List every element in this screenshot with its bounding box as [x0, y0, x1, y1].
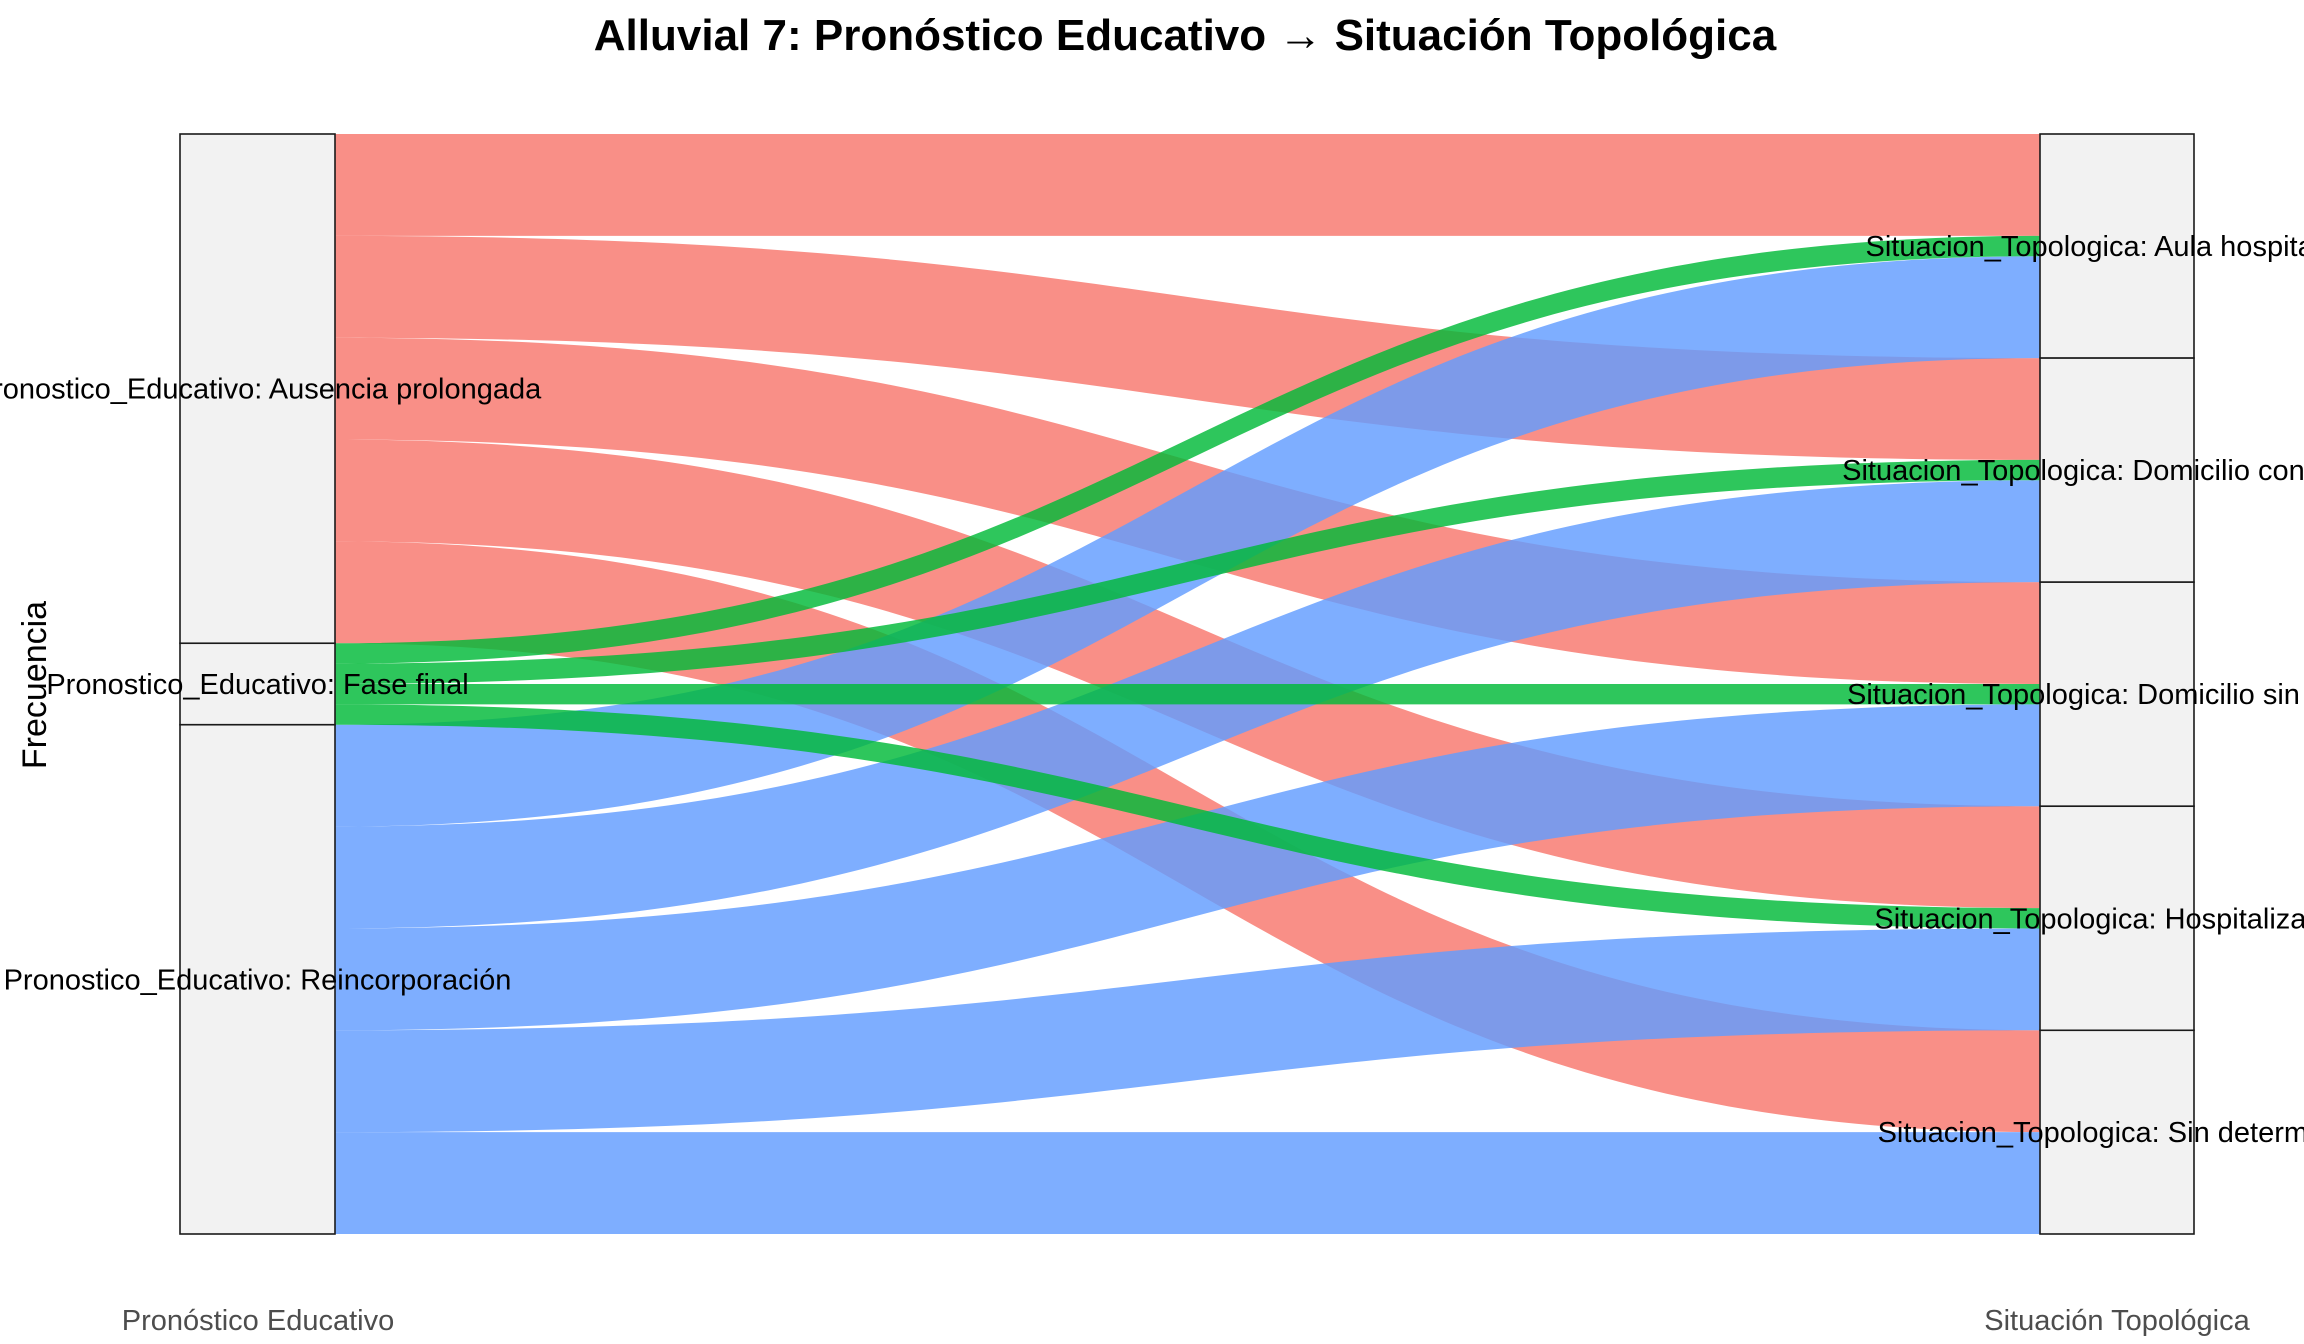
target-node-label: Situacion_Topologica: Sin determinar — [1878, 1117, 2304, 1149]
target-node-label: Situacion_Topologica: Hospitalización — [1874, 903, 2304, 935]
flow-ausencia-prolongada-to-aula-hospitalaria — [335, 134, 2040, 236]
target-node-label: Situacion_Topologica: Domicilio sin apoy… — [1847, 679, 2304, 711]
target-node-aula-hospitalaria — [2039, 133, 2195, 359]
source-node-reincorporacion — [179, 723, 336, 1235]
source-node-fase-final — [179, 642, 336, 726]
y-axis-label: Frecuencia — [16, 601, 54, 769]
x-axis-label-target: Situación Topológica — [1984, 1305, 2250, 1337]
flows-layer — [335, 134, 2040, 1234]
source-node-ausencia-prolongada — [179, 133, 336, 645]
flow-fase-final-to-hospitalizacion — [335, 704, 2040, 929]
source-node-label: Pronostico_Educativo: Reincorporación — [4, 964, 512, 996]
flow-reincorporacion-to-sin-determinar — [335, 1132, 2040, 1234]
target-node-sin-determinar — [2039, 1029, 2195, 1235]
target-node-domicilio-sin-apoyo — [2039, 581, 2195, 808]
target-node-domicilio-con-apoyo — [2039, 357, 2195, 583]
flow-reincorporacion-to-domicilio-sin-apoyo — [335, 704, 2040, 1031]
x-axis-label-source: Pronóstico Educativo — [122, 1305, 394, 1337]
flow-fase-final-to-aula-hospitalaria — [335, 235, 2040, 664]
target-node-label: Situacion_Topologica: Aula hospitalaria — [1865, 231, 2304, 263]
flow-reincorporacion-to-hospitalizacion — [335, 928, 2040, 1133]
flow-fase-final-to-domicilio-sin-apoyo — [335, 684, 2040, 705]
flow-fase-final-to-domicilio-con-apoyo — [335, 459, 2040, 684]
chart-title: Alluvial 7: Pronóstico Educativo → Situa… — [594, 11, 1777, 60]
source-node-label: Pronostico_Educativo: Ausencia prolongad… — [0, 374, 542, 406]
target-node-label: Situacion_Topologica: Domicilio con apoy… — [1842, 455, 2304, 487]
nodes-layer: Pronostico_Educativo: Ausencia prolongad… — [0, 133, 2304, 1235]
source-node-label: Pronostico_Educativo: Fase final — [46, 669, 468, 701]
target-node-hospitalizacion — [2039, 805, 2195, 1032]
